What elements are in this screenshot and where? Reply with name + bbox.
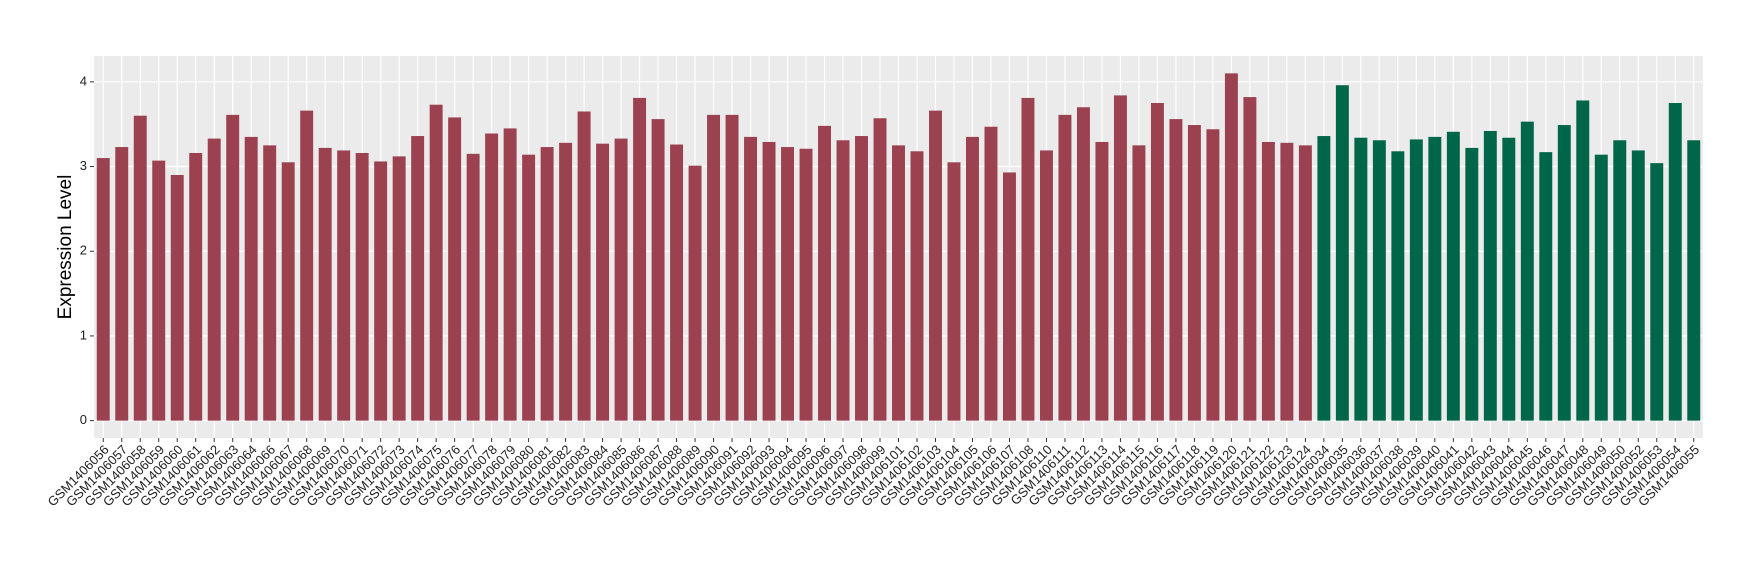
bar	[1039, 150, 1053, 421]
bar	[633, 97, 647, 421]
bar	[1095, 141, 1109, 421]
bar	[688, 165, 702, 421]
bar	[1446, 131, 1460, 421]
bar	[614, 138, 628, 421]
bar	[1132, 145, 1146, 421]
y-tick-label: 4	[80, 73, 87, 88]
bar	[1428, 136, 1442, 421]
bar	[1206, 129, 1220, 421]
bar	[1076, 107, 1090, 421]
bar	[984, 126, 998, 421]
bar	[1335, 85, 1349, 421]
bar	[1021, 97, 1035, 421]
y-tick-label: 2	[80, 243, 87, 258]
bar	[96, 158, 110, 421]
bar	[1539, 152, 1553, 421]
bar	[1668, 103, 1682, 421]
bar	[1261, 141, 1275, 421]
bar	[540, 147, 554, 421]
bar	[1594, 154, 1608, 421]
bar	[374, 161, 388, 421]
bar	[485, 133, 499, 421]
bar	[448, 117, 462, 421]
bar	[318, 147, 332, 421]
bar	[429, 104, 443, 421]
bar	[1002, 172, 1016, 421]
bar	[115, 147, 129, 421]
bar	[762, 141, 776, 421]
bar	[244, 136, 258, 421]
bar	[855, 136, 868, 421]
bar	[670, 144, 684, 421]
bar	[281, 162, 295, 421]
bar	[1520, 121, 1534, 421]
y-tick-label: 1	[80, 327, 87, 342]
bar	[1150, 103, 1164, 421]
bar	[577, 111, 591, 421]
bar	[1483, 130, 1497, 421]
bar	[799, 148, 813, 421]
bar	[1280, 142, 1294, 421]
bar	[1372, 140, 1386, 421]
bar	[651, 119, 665, 421]
bar	[1502, 137, 1516, 421]
bar	[1409, 139, 1423, 421]
bar	[522, 154, 536, 421]
bar	[1224, 73, 1238, 421]
bar	[1576, 100, 1590, 421]
bar	[392, 156, 406, 421]
bar	[910, 151, 924, 421]
bar	[725, 114, 739, 421]
bar	[873, 118, 887, 421]
y-tick-label: 3	[80, 158, 87, 173]
bar	[300, 110, 314, 421]
bar	[411, 136, 425, 421]
bar	[1557, 125, 1571, 421]
y-tick-label: 0	[80, 412, 87, 427]
bar	[133, 115, 147, 421]
bar	[947, 162, 961, 421]
bar	[1243, 97, 1257, 421]
bar	[1613, 140, 1627, 421]
bar	[207, 138, 221, 421]
bar	[189, 152, 203, 421]
bar	[1058, 114, 1072, 421]
bar	[1169, 119, 1183, 421]
bar	[1687, 140, 1701, 421]
y-axis-label: Expression Level	[55, 175, 76, 320]
bar	[1354, 137, 1368, 421]
bar	[1113, 95, 1127, 421]
bar	[781, 147, 795, 421]
bar	[1631, 150, 1645, 421]
bar	[170, 175, 184, 421]
bar	[707, 114, 721, 421]
bar	[1391, 151, 1405, 421]
bar	[596, 143, 610, 421]
bar	[1187, 125, 1201, 421]
bar	[929, 110, 942, 421]
bar	[1465, 147, 1479, 421]
bar	[337, 150, 351, 421]
bar	[892, 145, 905, 421]
bar	[263, 145, 277, 421]
bar	[152, 160, 166, 421]
bar	[1650, 163, 1664, 421]
bar	[503, 128, 517, 421]
bar	[355, 152, 369, 421]
bar	[744, 136, 758, 421]
bar	[226, 114, 240, 421]
bar	[836, 140, 850, 421]
bar	[818, 125, 831, 421]
bar	[466, 153, 480, 421]
bar	[1298, 145, 1312, 421]
bar	[1317, 136, 1331, 421]
bar	[966, 136, 979, 421]
bar	[559, 142, 573, 421]
